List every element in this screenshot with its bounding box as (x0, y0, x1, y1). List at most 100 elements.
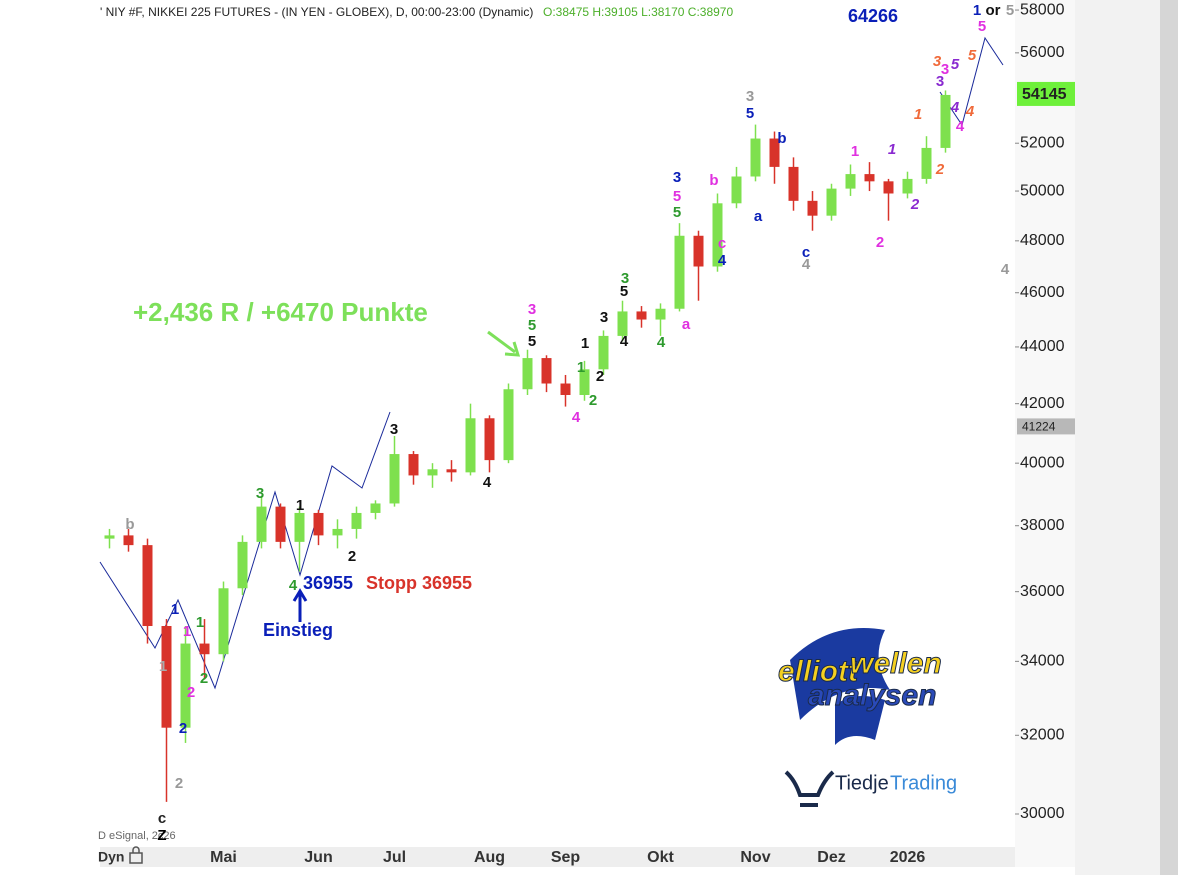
x-tick-label: Jul (383, 849, 406, 866)
wave-label: 5 (746, 105, 754, 122)
wave-label: 4 (289, 577, 298, 594)
y-tick-label: 58000 (1020, 1, 1065, 18)
wave-label: 4 (956, 118, 965, 135)
wave-label: 2 (589, 392, 597, 409)
y-tick-label: 50000 (1020, 182, 1065, 199)
wave-label: 3 (746, 88, 754, 105)
candle-body (484, 418, 495, 461)
note: 36955 (303, 573, 353, 593)
candle-body (579, 369, 590, 395)
wave-label: 2 (876, 234, 884, 251)
wave-label: 1 (196, 614, 204, 631)
y-tick-label: 38000 (1020, 517, 1065, 534)
wave-label: 3 (673, 169, 681, 186)
y-tick-label: 30000 (1020, 805, 1065, 822)
candle-body (275, 506, 286, 542)
x-axis-band (100, 847, 1075, 867)
wave-label: 1 (296, 497, 304, 514)
wave-label: 3 (528, 301, 536, 318)
x-tick-label: Jun (304, 849, 332, 866)
wave-label: Z (157, 827, 166, 844)
candle-body (104, 535, 115, 539)
wave-label: 4 (950, 99, 960, 116)
x-tick-label: Okt (647, 849, 674, 866)
wave-label: 3 (256, 485, 264, 502)
candle-body (313, 512, 324, 536)
price-marker (1017, 81, 1075, 106)
wave-label: 1 (851, 143, 859, 160)
candle-body (218, 588, 229, 655)
logo-text: Trading (890, 772, 957, 794)
wave-label: 2 (935, 161, 945, 178)
logo-text: wellen (850, 647, 942, 680)
wave-label: 2 (910, 196, 920, 213)
y-tick-label: 52000 (1020, 134, 1065, 151)
x-tick-label: Sep (551, 849, 581, 866)
candle-body (750, 138, 761, 177)
candle-body (807, 200, 818, 216)
page-edge (1160, 0, 1178, 875)
wave-label: 2 (596, 368, 604, 385)
y-tick-label: 34000 (1020, 653, 1065, 670)
x-tick-label: Mai (210, 849, 237, 866)
candle-body (389, 454, 400, 504)
candle-body (123, 535, 134, 546)
note: +2,436 R / +6470 Punkte (133, 297, 428, 327)
candle-body (826, 188, 837, 216)
wave-label: 1 (183, 623, 191, 640)
candle-body (674, 235, 685, 309)
wave-label: 4 (718, 252, 727, 269)
candle-body (731, 176, 742, 204)
wave-label: 4 (620, 333, 629, 350)
candle-body (446, 469, 457, 473)
price-marker-label: 41224 (1022, 420, 1056, 434)
candle-body (161, 626, 172, 728)
logo-flag (784, 628, 890, 807)
lock-icon (129, 846, 143, 864)
candle-body (845, 174, 856, 189)
candle-body (332, 528, 343, 536)
wave-label: 5 (1006, 2, 1014, 19)
logo-text: Tiedje (835, 772, 889, 794)
candle-body (294, 512, 305, 542)
wave-label: 5 (620, 283, 628, 300)
candle-body (503, 389, 514, 461)
candle-body (199, 643, 210, 655)
candle-body (560, 383, 571, 395)
right-margin (1075, 0, 1160, 875)
wave-label: or (986, 2, 1001, 19)
candle-body (921, 147, 932, 179)
candle-body (541, 358, 552, 384)
candle-body (864, 174, 875, 182)
candle-body (180, 643, 191, 728)
candle-body (769, 138, 780, 167)
candle-body (522, 358, 533, 390)
wave-label: 1 (577, 359, 585, 376)
candle-body (598, 335, 609, 370)
wave-label: 1 (159, 658, 167, 675)
wave-label: b (777, 130, 786, 147)
wave-label: 3 (390, 421, 398, 438)
wave-label: 5 (968, 47, 977, 64)
note: 64266 (848, 6, 898, 26)
wave-label: 5 (528, 317, 536, 334)
y-tick-label: 40000 (1020, 454, 1065, 471)
wave-label: 4 (965, 103, 975, 120)
corner-label: Dyn (98, 849, 124, 865)
y-tick-label: 56000 (1020, 44, 1065, 61)
candle-body (636, 311, 647, 320)
candle-body (940, 94, 951, 148)
candle-body (655, 308, 666, 320)
candle-body (617, 311, 628, 336)
x-tick-label: Aug (474, 849, 505, 866)
wave-label: 4 (1001, 261, 1010, 278)
y-tick-label: 48000 (1020, 232, 1065, 249)
wave-label: 1 (581, 335, 589, 352)
candle-body (883, 181, 894, 194)
wave-label: 3 (621, 270, 629, 287)
candle-body (427, 469, 438, 476)
wave-label: 4 (572, 409, 581, 426)
candle-body (237, 541, 248, 589)
